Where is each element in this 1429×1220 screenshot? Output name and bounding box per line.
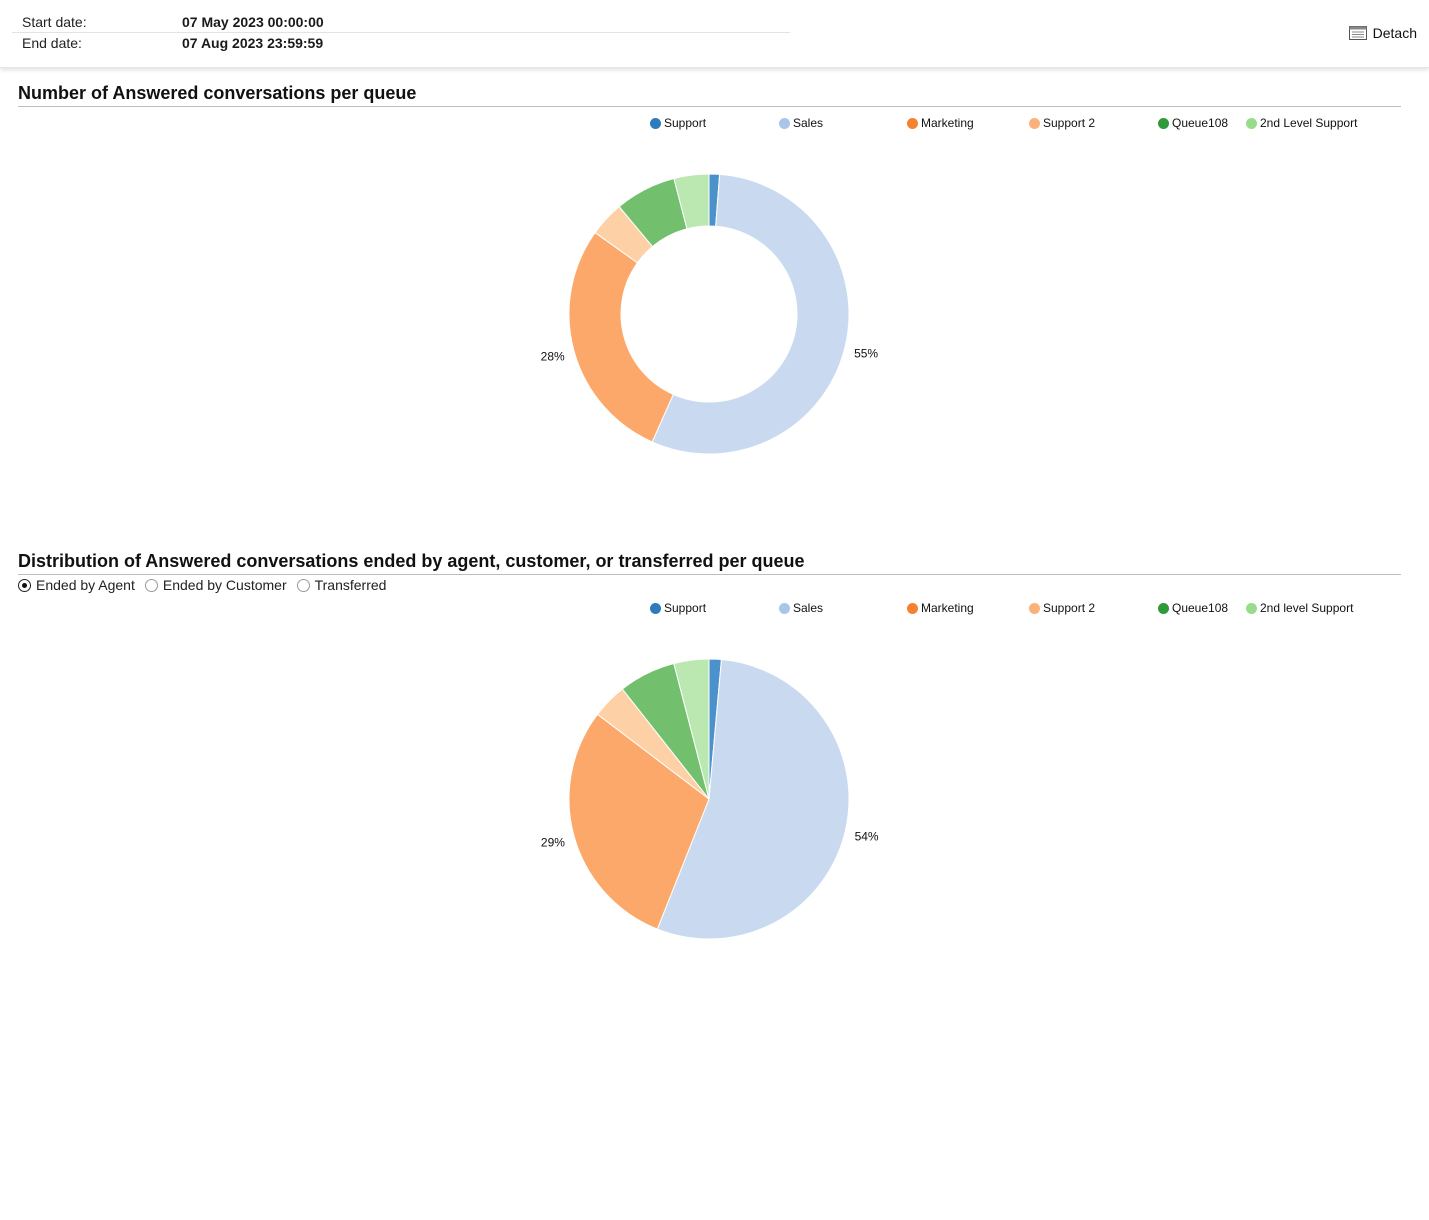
chart2-slice-sales[interactable] (656, 659, 850, 940)
legend-label: Support (664, 116, 707, 130)
legend-dot-2nd-level-support (1246, 602, 1257, 614)
legend-item-support[interactable]: Support (650, 116, 706, 130)
legend-label: Support 2 (1043, 116, 1096, 130)
legend-item-2nd-level-support[interactable]: 2nd Level Support (1246, 116, 1357, 130)
legend-item-marketing[interactable]: Marketing (907, 601, 974, 615)
legend-dot-queue108 (1158, 117, 1169, 129)
end-date-label: End date: (22, 35, 82, 51)
chart1-slice-2nd-level-support[interactable] (673, 173, 710, 230)
section-title-answered-per-queue: Number of Answered conversations per que… (18, 82, 1401, 107)
chart2-label-sales: 54% (855, 829, 879, 843)
legend-dot-support-2 (1029, 117, 1040, 129)
chart1-slice-sales[interactable] (651, 173, 850, 455)
legend-item-queue108[interactable]: Queue108 (1158, 601, 1228, 615)
legend-dot-support-2 (1029, 602, 1040, 614)
end-date-row: End date: 07 Aug 2023 23:59:59 (12, 33, 790, 53)
detach-button[interactable]: Detach (1348, 22, 1417, 44)
end-date-value: 07 Aug 2023 23:59:59 (182, 35, 324, 51)
radio-label: Transferred (314, 577, 387, 593)
legend-item-sales[interactable]: Sales (779, 116, 823, 130)
legend-label: Marketing (921, 601, 974, 615)
start-date-value: 07 May 2023 00:00:00 (182, 14, 324, 30)
chart2-label-marketing: 29% (541, 835, 565, 849)
legend-dot-marketing (907, 117, 918, 129)
section-title-ended-distribution: Distribution of Answered conversations e… (18, 550, 1401, 575)
legend-item-marketing[interactable]: Marketing (907, 116, 974, 130)
window-icon (1348, 26, 1367, 40)
report-header: Start date: 07 May 2023 00:00:00 End dat… (0, 0, 1429, 68)
radio-button[interactable] (144, 578, 158, 592)
radio-transferred[interactable]: Transferred (296, 577, 387, 593)
radio-button[interactable] (296, 578, 310, 592)
radio-ended-by-agent[interactable]: Ended by Agent (18, 577, 135, 593)
legend-label: Sales (793, 601, 824, 615)
legend-label: 2nd level Support (1260, 601, 1354, 615)
radio-label: Ended by Customer (162, 577, 287, 593)
chart2-slice-2nd-level-support[interactable] (673, 658, 710, 800)
legend-item-2nd-level-support[interactable]: 2nd level Support (1246, 601, 1353, 615)
legend-dot-marketing (907, 602, 918, 614)
chart1-label-marketing: 28% (541, 350, 565, 364)
legend-item-sales[interactable]: Sales (779, 601, 823, 615)
legend-label: Queue108 (1172, 116, 1229, 130)
legend-dot-queue108 (1158, 602, 1169, 614)
legend-dot-sales (779, 117, 790, 129)
detach-label: Detach (1372, 25, 1417, 41)
radio-label: Ended by Agent (36, 577, 135, 593)
start-date-row: Start date: 07 May 2023 00:00:00 (12, 12, 790, 33)
legend-chart-1: Support Sales Marketing Support 2 Queue1… (650, 116, 1410, 134)
legend-dot-support (650, 117, 661, 129)
ended-by-radio-group: Ended by Agent Ended by Customer Transfe… (18, 577, 396, 593)
chart1-slice-marketing[interactable] (568, 231, 674, 443)
legend-item-support[interactable]: Support (650, 601, 706, 615)
legend-label: Marketing (921, 116, 974, 130)
legend-item-support-2[interactable]: Support 2 (1029, 601, 1095, 615)
legend-label: 2nd Level Support (1260, 116, 1358, 130)
legend-item-queue108[interactable]: Queue108 (1158, 116, 1228, 130)
legend-chart-2: Support Sales Marketing Support 2 Queue1… (650, 601, 1410, 619)
legend-label: Queue108 (1172, 601, 1229, 615)
chart2-slice-marketing[interactable] (568, 713, 710, 930)
legend-dot-support (650, 602, 661, 614)
legend-label: Support 2 (1043, 601, 1096, 615)
legend-dot-sales (779, 602, 790, 614)
radio-button-checked[interactable] (18, 578, 31, 592)
legend-dot-2nd-level-support (1246, 117, 1257, 129)
legend-label: Support (664, 601, 707, 615)
legend-item-support-2[interactable]: Support 2 (1029, 116, 1095, 130)
radio-ended-by-customer[interactable]: Ended by Customer (144, 577, 287, 593)
legend-label: Sales (793, 116, 824, 130)
chart1-label-sales: 55% (854, 347, 878, 361)
start-date-label: Start date: (22, 14, 87, 30)
